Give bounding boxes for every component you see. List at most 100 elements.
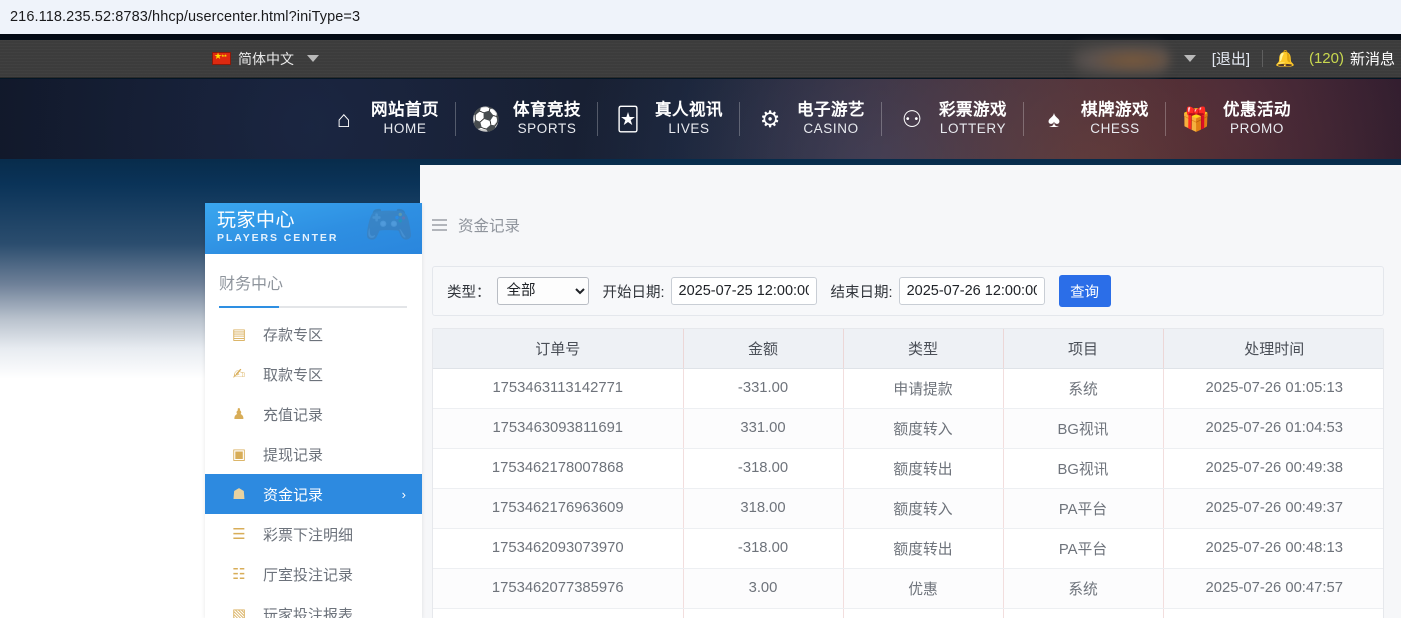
cell-item: 系统 [1003, 368, 1164, 409]
fund-record-table-wrapper: 订单号 金额 类型 项目 处理时间 1753463113142771 -331.… [432, 328, 1384, 618]
nav-divider [739, 102, 740, 136]
language-selector[interactable]: 简体中文 [212, 49, 319, 69]
sidebar-title-en: PLAYERS CENTER [217, 232, 339, 245]
nav-label-cn: 电子游艺 [797, 101, 865, 120]
sidebar-header: 🎮 玩家中心 PLAYERS CENTER [205, 203, 422, 254]
list-detail-icon: ☷ [232, 566, 246, 583]
table-row[interactable]: 1753462176963609 318.00 额度转入 PA平台 2025-0… [433, 488, 1383, 529]
nav-divider [1023, 102, 1024, 136]
list-doc-icon: ☰ [232, 526, 246, 543]
table-row[interactable]: 1753462178007868 -318.00 额度转出 BG视讯 2025-… [433, 448, 1383, 489]
sidebar-item-hall-bet-record[interactable]: ☷ 厅室投注记录 [205, 554, 422, 594]
column-header-order-no: 订单号 [433, 329, 684, 369]
cell-item: PA平台 [1003, 488, 1164, 529]
search-button[interactable]: 查询 [1058, 275, 1111, 307]
cell-time: 2025-07-26 01:04:53 [1163, 408, 1383, 449]
playing-cards-icon: 🃏 [616, 105, 640, 132]
column-header-amount: 金额 [683, 329, 844, 369]
cell-order-no: 1753463113142771 [433, 368, 684, 409]
nav-label-en: LOTTERY [939, 120, 1007, 136]
table-body: 1753463113142771 -331.00 申请提款 系统 2025-07… [433, 368, 1383, 618]
sports-ball-icon: ⚽ [471, 105, 501, 132]
cell-amount: 3.00 [683, 568, 844, 609]
cell-type: 额度转出 [843, 528, 1004, 569]
nav-item-promo[interactable]: 🎁 优惠活动 PROMO [1166, 91, 1307, 147]
sidebar-item-label: 取款专区 [263, 366, 324, 384]
start-date-input[interactable] [670, 277, 817, 305]
cell-amount: 300.00 [683, 608, 844, 618]
bell-icon[interactable]: 🔔 [1275, 50, 1295, 68]
new-messages-link[interactable]: 新消息 [1349, 51, 1395, 68]
url-text[interactable]: 216.118.235.52:8783/hhcp/usercenter.html… [10, 9, 361, 25]
nav-label-cn: 体育竞技 [513, 101, 581, 120]
nav-item-casino[interactable]: ⚙ 电子游艺 CASINO [740, 91, 881, 147]
chevron-down-icon [307, 55, 319, 62]
main-navigation: ⌂ 网站首页 HOME ⚽ 体育竞技 SPORTS 🃏 真人视讯 L [0, 79, 1401, 159]
table-row[interactable]: 1753463113142771 -331.00 申请提款 系统 2025-07… [433, 368, 1383, 409]
cell-order-no: 1753462077367825 [433, 608, 684, 618]
nav-divider [597, 102, 598, 136]
nav-label-en: PROMO [1229, 120, 1284, 136]
filter-bar: 类型： 全部 开始日期: 结束日期: 查询 [432, 266, 1384, 316]
cell-type: 在线存款 [843, 608, 1004, 618]
end-date-input[interactable] [898, 277, 1045, 305]
sidebar-item-label: 充值记录 [263, 406, 324, 424]
nav-label-en: CASINO [803, 120, 859, 136]
sidebar-item-player-bet-report[interactable]: ▧ 玩家投注报表 [205, 594, 422, 618]
divider [1262, 50, 1264, 67]
cell-type: 额度转入 [843, 408, 1004, 449]
table-row[interactable]: 1753462077367825 300.00 在线存款 系统 2025-07-… [433, 608, 1383, 618]
cell-order-no: 1753462176963609 [433, 488, 684, 529]
sidebar-item-recharge-record[interactable]: ♟ 充值记录 [205, 394, 422, 434]
sidebar-item-label: 厅室投注记录 [263, 566, 354, 584]
cell-time: 2025-07-26 00:48:13 [1163, 528, 1383, 569]
sidebar-item-deposit-zone[interactable]: ▤ 存款专区 [205, 314, 422, 354]
nav-item-lives[interactable]: 🃏 真人视讯 LIVES [598, 91, 739, 147]
cell-type: 额度转入 [843, 488, 1004, 529]
fund-record-table: 订单号 金额 类型 项目 处理时间 1753463113142771 -331.… [433, 329, 1383, 618]
hamburger-icon[interactable] [432, 219, 447, 231]
user-chevron-down-icon[interactable] [1183, 55, 1196, 62]
table-row[interactable]: 1753462093073970 -318.00 额度转出 PA平台 2025-… [433, 528, 1383, 569]
sidebar-item-withdraw-zone[interactable]: ✍ 取款专区 [205, 354, 422, 394]
table-row[interactable]: 1753462077385976 3.00 优惠 系统 2025-07-26 0… [433, 568, 1383, 609]
type-select[interactable]: 全部 [496, 277, 589, 305]
nav-divider [455, 102, 456, 136]
cell-amount: 331.00 [683, 408, 844, 449]
table-row[interactable]: 1753463093811691 331.00 额度转入 BG视讯 2025-0… [433, 408, 1383, 449]
hand-cash-icon: ✍ [232, 366, 246, 383]
cell-item: PA平台 [1003, 528, 1164, 569]
nav-item-home[interactable]: ⌂ 网站首页 HOME [314, 91, 455, 147]
nav-item-sports[interactable]: ⚽ 体育竞技 SPORTS [456, 91, 597, 147]
chevron-right-icon: › [401, 486, 406, 502]
sidebar-item-lottery-bet-detail[interactable]: ☰ 彩票下注明细 [205, 514, 422, 554]
sidebar-section-label: 财务中心 [219, 276, 284, 293]
money-bag-icon: ♟ [232, 406, 246, 423]
nav-item-lottery[interactable]: ⚇ 彩票游戏 LOTTERY [882, 91, 1023, 147]
sidebar-title-cn: 玩家中心 [217, 210, 296, 231]
cell-amount: -318.00 [683, 528, 844, 569]
sidebar-item-label: 提现记录 [263, 446, 324, 464]
credit-card-icon: ▤ [231, 326, 247, 343]
sidebar-item-fund-record[interactable]: ☗ 资金记录 › [205, 474, 422, 514]
cell-type: 额度转出 [843, 448, 1004, 489]
browser-url-bar[interactable]: 216.118.235.52:8783/hhcp/usercenter.html… [0, 0, 1401, 34]
sidebar-item-label: 玩家投注报表 [263, 606, 354, 618]
top-utility-bar: 简体中文 [退出] 🔔 (120) 新消息 [0, 40, 1401, 78]
sidebar-item-withdraw-record[interactable]: ▣ 提现记录 [205, 434, 422, 474]
cell-time: 2025-07-26 01:05:13 [1163, 368, 1383, 409]
cell-order-no: 1753462077385976 [433, 568, 684, 609]
cell-type: 优惠 [843, 568, 1004, 609]
cell-item: BG视讯 [1003, 448, 1164, 489]
avatar[interactable] [1071, 43, 1170, 74]
logout-link[interactable]: [退出] [1211, 51, 1251, 68]
cell-time: 2025-07-26 00:47:57 [1163, 608, 1383, 618]
home-icon: ⌂ [337, 105, 351, 132]
nav-divider [881, 102, 882, 136]
table-header-row: 订单号 金额 类型 项目 处理时间 [433, 329, 1383, 369]
cell-order-no: 1753462093073970 [433, 528, 684, 569]
column-header-type: 类型 [843, 329, 1004, 369]
nav-label-en: CHESS [1090, 120, 1140, 136]
type-filter-label: 类型： [447, 284, 491, 301]
nav-item-chess[interactable]: ♠ 棋牌游戏 CHESS [1024, 91, 1165, 147]
